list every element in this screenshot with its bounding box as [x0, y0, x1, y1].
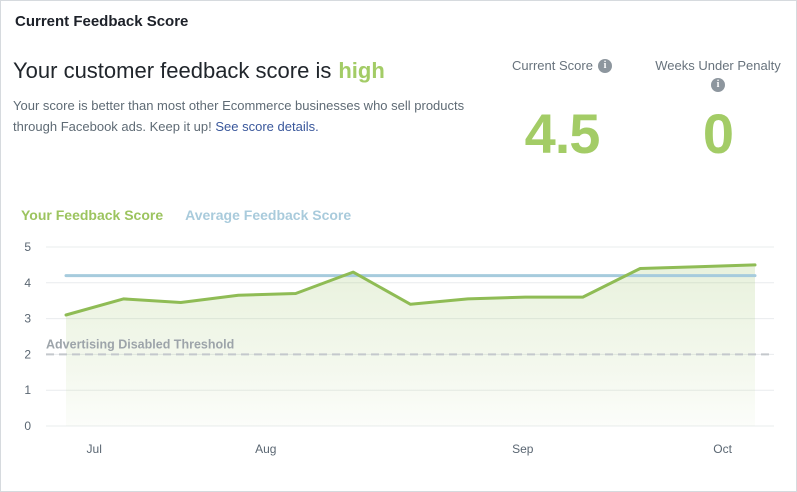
info-icon[interactable]: i [711, 78, 725, 92]
legend-your-feedback-score[interactable]: Your Feedback Score [21, 207, 164, 223]
current-score-value: 4.5 [524, 102, 601, 165]
y-tick-label: 4 [24, 276, 31, 290]
score-description: Your score is better than most other Eco… [13, 95, 464, 137]
y-tick-label: 5 [24, 240, 31, 254]
current-score-stat: Current Score i 4.5 [481, 58, 643, 162]
threshold-label: Advertising Disabled Threshold [46, 337, 234, 351]
score-headline: Your customer feedback score is high [13, 58, 385, 84]
x-tick-label: Aug [255, 442, 276, 456]
current-score-label: Current Score [512, 58, 593, 73]
feedback-trend-chart: 0 1 2 3 4 5 Advertising Disabled Threshold Jul A… [24, 240, 774, 456]
area-fill [66, 264, 755, 426]
score-stats: Current Score i 4.5 Weeks Under Penalty … [481, 58, 793, 162]
see-score-details-link[interactable]: See score details. [215, 119, 319, 134]
x-tick-label: Sep [512, 442, 534, 456]
info-icon[interactable]: i [597, 58, 612, 73]
y-tick-label: 3 [24, 312, 31, 326]
page-title: Current Feedback Score [15, 13, 189, 30]
y-tick-label: 2 [24, 347, 31, 361]
headline-score-level: high [338, 58, 385, 83]
y-tick-label: 0 [24, 419, 31, 433]
description-line1: Your score is better than most other Eco… [13, 98, 465, 113]
x-tick-label: Jul [87, 442, 102, 456]
weeks-under-penalty-value: 0 [702, 102, 734, 165]
weeks-under-penalty-label: Weeks Under Penalty [655, 58, 781, 73]
description-line2: through Facebook ads. Keep it up! [13, 119, 212, 134]
weeks-under-penalty-stat: Weeks Under Penalty i 0 [643, 58, 793, 162]
chart-legend: Your Feedback Score Average Feedback Sco… [21, 207, 351, 223]
series-line-your-feedback-score [64, 263, 757, 317]
legend-average-feedback-score[interactable]: Average Feedback Score [185, 207, 352, 223]
y-tick-label: 1 [24, 383, 31, 397]
x-tick-label: Oct [713, 442, 732, 456]
headline-text: Your customer feedback score is [13, 58, 332, 83]
